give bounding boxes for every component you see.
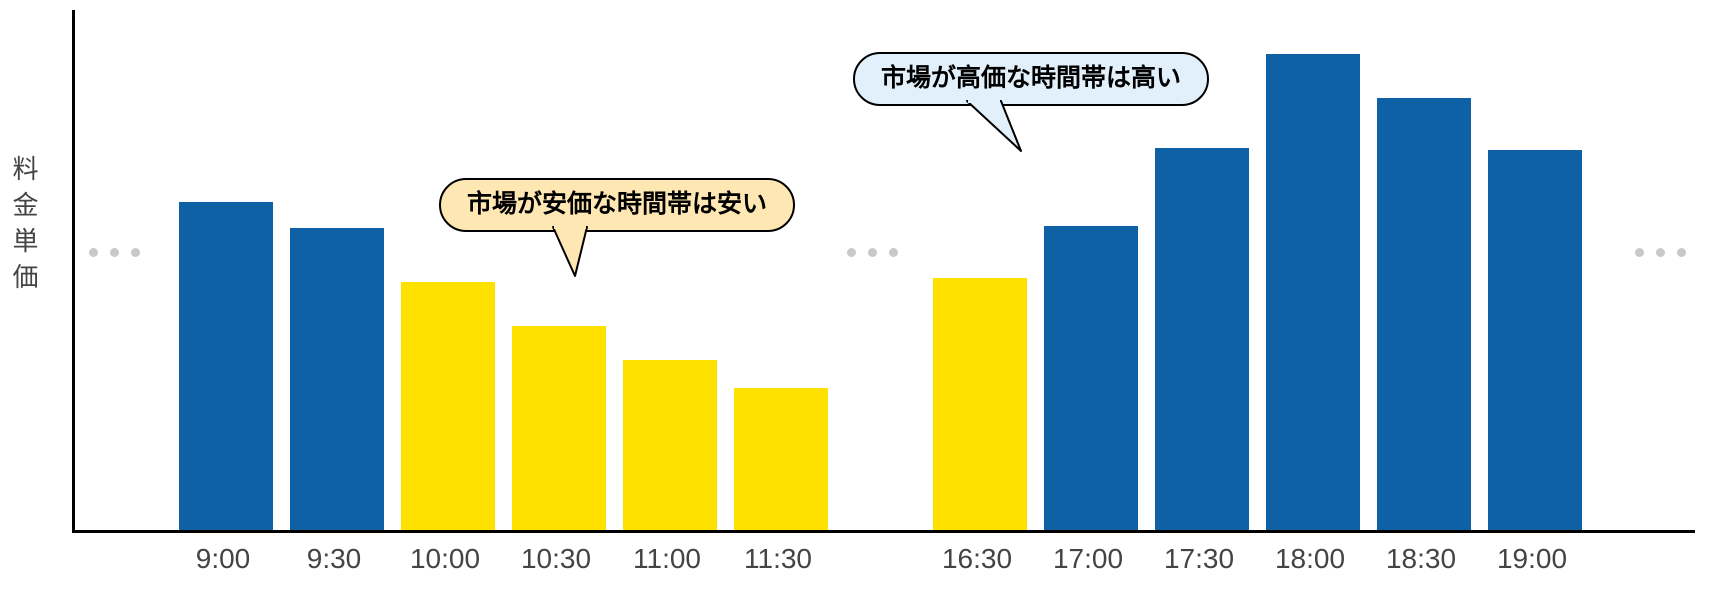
y-axis-label: 料金単価 bbox=[6, 155, 43, 299]
x-tick-930: 9:30 bbox=[307, 543, 362, 575]
bar-900 bbox=[179, 202, 273, 530]
x-tick-900: 9:00 bbox=[196, 543, 251, 575]
ellipsis-2 bbox=[1635, 248, 1686, 257]
bar-1100 bbox=[623, 360, 717, 530]
ellipsis-0 bbox=[89, 248, 140, 257]
bar-1830 bbox=[1377, 98, 1471, 530]
annotation-expensive-text: 市場が高価な時間帯は高い bbox=[881, 64, 1181, 92]
annotation-expensive-bubble: 市場が高価な時間帯は高い bbox=[853, 52, 1209, 106]
x-tick-1130: 11:30 bbox=[744, 543, 812, 575]
bar-1630 bbox=[933, 278, 1027, 530]
bar-1800 bbox=[1266, 54, 1360, 530]
bar-1000 bbox=[401, 282, 495, 530]
bar-1130 bbox=[734, 388, 828, 530]
price-time-bar-chart: 料金単価 市場が安価な時間帯は安い 市場が高価な時間帯は高い 9:00 9:30 1… bbox=[0, 0, 1709, 600]
x-axis-labels: 9:00 9:30 10:00 10:30 11:00 11:30 16:30 17:00 17… bbox=[72, 543, 1692, 593]
annotation-cheap-bubble: 市場が安価な時間帯は安い bbox=[439, 178, 795, 232]
x-tick-1830: 18:30 bbox=[1386, 543, 1456, 575]
bar-1030 bbox=[512, 326, 606, 530]
x-tick-1000: 10:00 bbox=[410, 543, 480, 575]
plot-area: 市場が安価な時間帯は安い 市場が高価な時間帯は高い bbox=[72, 10, 1695, 533]
x-tick-1800: 18:00 bbox=[1275, 543, 1345, 575]
bar-930 bbox=[290, 228, 384, 530]
ellipsis-1 bbox=[847, 248, 898, 257]
x-tick-1730: 17:30 bbox=[1164, 543, 1234, 575]
bar-1700 bbox=[1044, 226, 1138, 530]
x-tick-1700: 17:00 bbox=[1053, 543, 1123, 575]
x-tick-1030: 10:30 bbox=[521, 543, 591, 575]
x-tick-1630: 16:30 bbox=[942, 543, 1012, 575]
bar-1900 bbox=[1488, 150, 1582, 530]
x-tick-1100: 11:00 bbox=[633, 543, 701, 575]
annotation-cheap-text: 市場が安価な時間帯は安い bbox=[467, 190, 767, 218]
x-tick-1900: 19:00 bbox=[1497, 543, 1567, 575]
bar-1730 bbox=[1155, 148, 1249, 530]
